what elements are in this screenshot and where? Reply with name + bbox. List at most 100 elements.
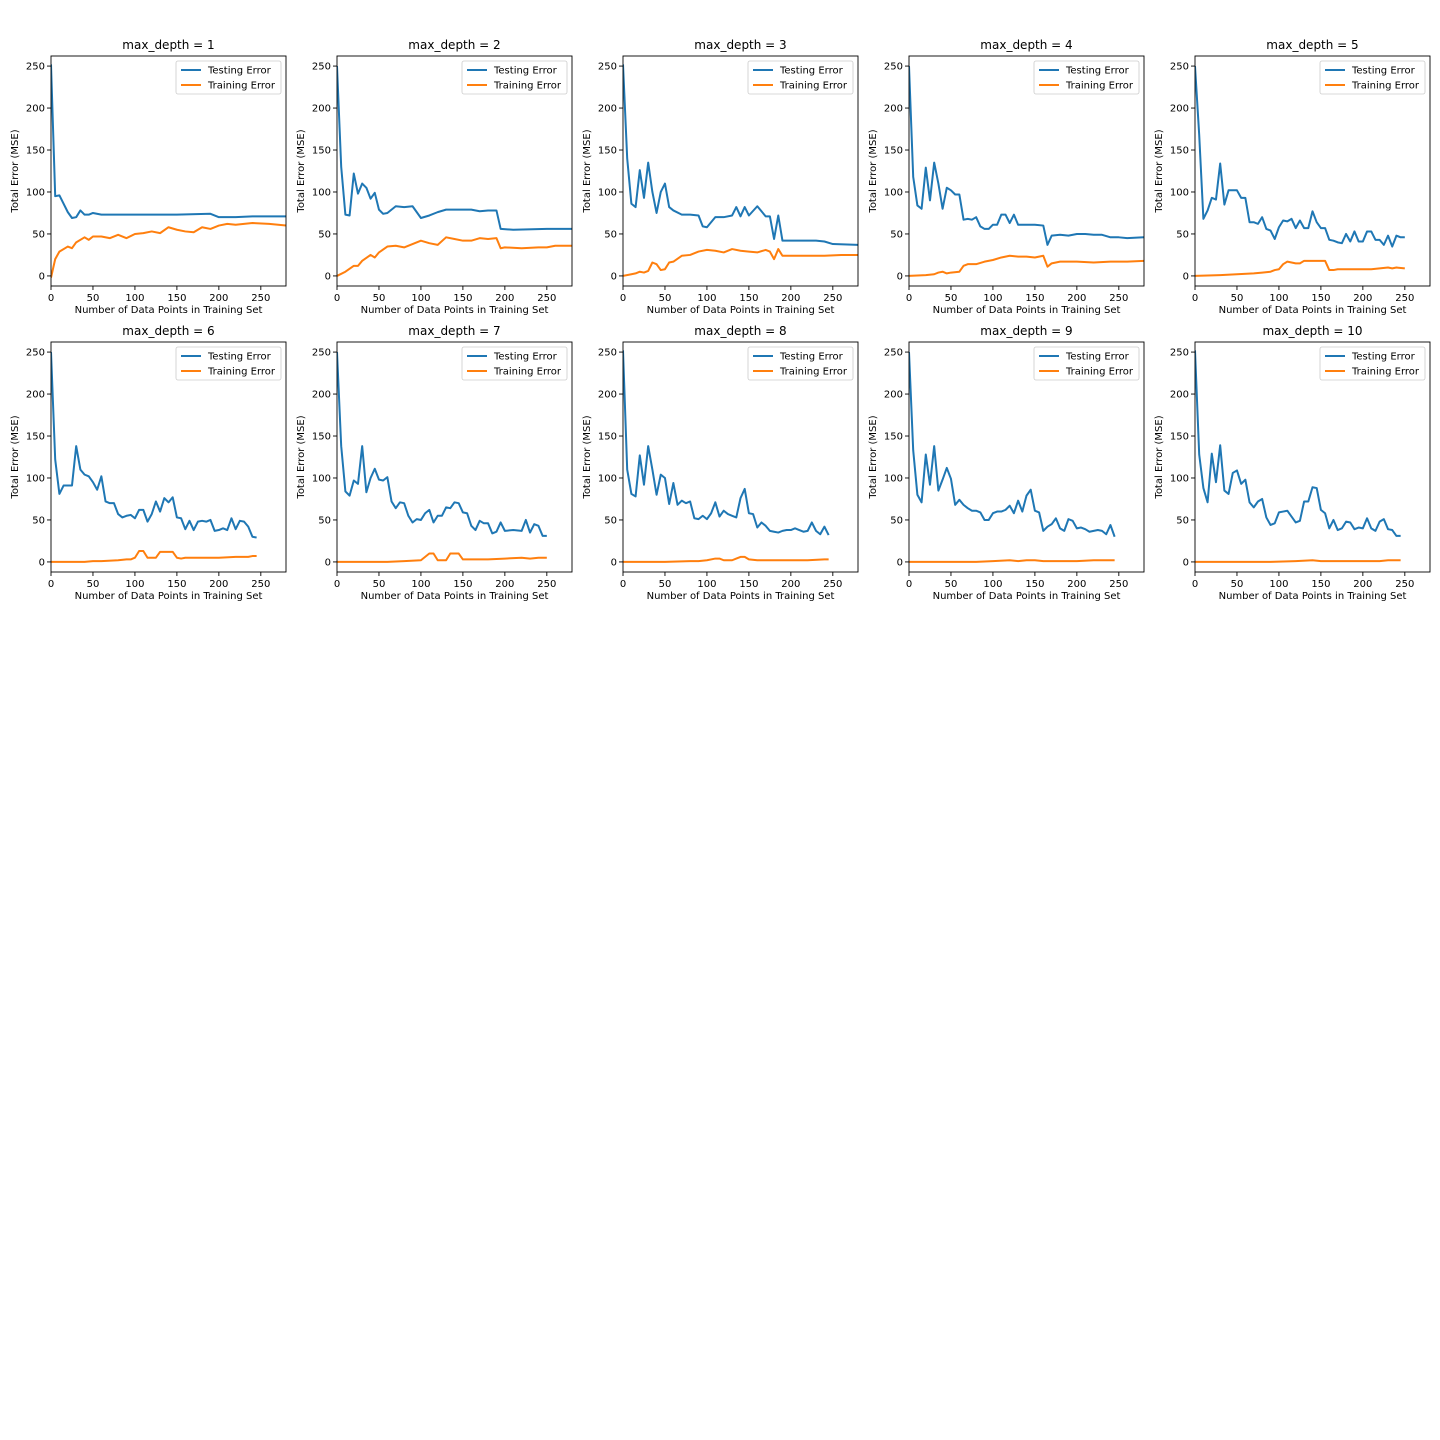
y-tick-label: 150 (1170, 432, 1189, 443)
x-axis-label: Number of Data Points in Training Set (933, 305, 1121, 316)
subplot-6: max_depth = 6 0 50 100 150 200 250 0 50 100 150 200… (10, 324, 287, 602)
legend-label-testing: Testing Error (1351, 66, 1416, 77)
x-tick-label: 0 (906, 579, 912, 590)
y-tick-label: 0 (897, 271, 903, 282)
axes-frame (336, 341, 573, 573)
x-tick-label: 0 (620, 293, 626, 304)
y-tick-label: 100 (26, 187, 45, 198)
x-axis-label: Number of Data Points in Training Set (933, 591, 1121, 602)
subplot-4: max_depth = 4 0 50 100 150 200 250 0 50 100 150 200… (868, 38, 1145, 316)
y-tick-label: 100 (312, 187, 331, 198)
subplot-title: max_depth = 4 (980, 38, 1072, 52)
legend-box (747, 60, 854, 95)
subplot-5: max_depth = 5 0 50 100 150 200 250 0 50 100 150 200… (1154, 38, 1431, 316)
y-tick-label: 150 (312, 432, 331, 443)
x-tick-label: 200 (495, 293, 514, 304)
y-tick-label: 150 (884, 432, 903, 443)
subplot-title: max_depth = 5 (1266, 38, 1358, 52)
y-tick-label: 150 (884, 146, 903, 157)
subplot-title: max_depth = 2 (408, 38, 500, 52)
legend: Testing Error Training Error (1033, 60, 1140, 95)
subplot-7: max_depth = 7 0 50 100 150 200 250 0 50 100 150 200… (296, 324, 573, 602)
x-tick-label: 200 (781, 579, 800, 590)
x-axis-label: Number of Data Points in Training Set (647, 305, 835, 316)
x-tick-label: 250 (1109, 293, 1128, 304)
legend: Testing Error Training Error (1319, 60, 1426, 95)
legend-label-training: Training Error (779, 367, 848, 378)
x-tick-label: 0 (906, 293, 912, 304)
legend-label-training: Training Error (1065, 81, 1134, 92)
subplot-3: max_depth = 3 0 50 100 150 200 250 0 50 100 150 200… (582, 38, 859, 316)
legend-label-testing: Testing Error (207, 66, 272, 77)
legend-label-training: Training Error (493, 81, 562, 92)
x-tick-label: 50 (87, 579, 100, 590)
x-axis-label: Number of Data Points in Training Set (1219, 305, 1407, 316)
x-tick-label: 100 (983, 293, 1002, 304)
testing-error-line (909, 352, 1116, 538)
y-axis-label: Total Error (MSE) (10, 415, 21, 499)
testing-error-line (337, 352, 547, 537)
y-tick-label: 100 (312, 473, 331, 484)
legend: Testing Error Training Error (461, 60, 568, 95)
legend: Testing Error Training Error (1319, 346, 1426, 381)
y-tick-label: 0 (611, 557, 617, 568)
y-tick-label: 200 (26, 104, 45, 115)
y-tick-label: 0 (325, 271, 331, 282)
y-tick-label: 100 (26, 473, 45, 484)
legend-label-testing: Testing Error (1065, 352, 1130, 363)
training-error-line (909, 254, 1144, 277)
x-axis-label: Number of Data Points in Training Set (647, 591, 835, 602)
y-axis-label: Total Error (MSE) (10, 129, 21, 213)
x-axis-label: Number of Data Points in Training Set (361, 305, 549, 316)
y-tick-label: 0 (39, 271, 45, 282)
testing-error-line (623, 350, 830, 536)
y-tick-label: 150 (26, 432, 45, 443)
x-tick-label: 150 (167, 579, 186, 590)
legend: Testing Error Training Error (747, 346, 854, 381)
y-tick-label: 250 (26, 62, 45, 73)
y-axis-label: Total Error (MSE) (868, 129, 879, 213)
x-axis-label: Number of Data Points in Training Set (1219, 591, 1407, 602)
training-error-line (623, 248, 858, 277)
x-tick-label: 100 (697, 579, 716, 590)
subplot-title: max_depth = 9 (980, 324, 1072, 338)
x-tick-label: 250 (823, 579, 842, 590)
legend-label-testing: Testing Error (493, 66, 558, 77)
subplot-9: max_depth = 9 0 50 100 150 200 250 0 50 100 150 200… (868, 324, 1145, 602)
training-error-line (337, 236, 572, 277)
training-error-line (337, 552, 547, 563)
y-tick-label: 100 (1170, 187, 1189, 198)
x-tick-label: 100 (1269, 579, 1288, 590)
y-tick-label: 100 (598, 473, 617, 484)
x-tick-label: 250 (1395, 579, 1414, 590)
y-tick-label: 250 (312, 62, 331, 73)
x-tick-label: 250 (823, 293, 842, 304)
axes-frame (1194, 341, 1431, 573)
legend-label-training: Training Error (207, 81, 276, 92)
subplot-title: max_depth = 7 (408, 324, 500, 338)
y-tick-label: 200 (1170, 390, 1189, 401)
x-tick-label: 0 (334, 293, 340, 304)
legend-label-testing: Testing Error (1351, 352, 1416, 363)
x-tick-label: 150 (739, 579, 758, 590)
y-tick-label: 50 (1176, 515, 1189, 526)
y-tick-label: 200 (884, 390, 903, 401)
x-tick-label: 50 (1231, 293, 1244, 304)
x-tick-label: 0 (334, 579, 340, 590)
x-tick-label: 100 (411, 293, 430, 304)
y-axis-label: Total Error (MSE) (582, 415, 593, 499)
testing-error-line (1195, 350, 1401, 537)
x-tick-label: 0 (620, 579, 626, 590)
legend-box (461, 60, 568, 95)
x-tick-label: 200 (1353, 293, 1372, 304)
y-tick-label: 50 (890, 515, 903, 526)
x-tick-label: 50 (373, 293, 386, 304)
legend-box (1319, 60, 1426, 95)
y-tick-label: 100 (884, 187, 903, 198)
subplot-10: max_depth = 10 0 50 100 150 200 250 0 50 100 150 20… (1154, 324, 1431, 602)
y-tick-label: 250 (884, 62, 903, 73)
x-tick-label: 200 (1353, 579, 1372, 590)
y-tick-label: 50 (890, 229, 903, 240)
legend: Testing Error Training Error (175, 346, 282, 381)
